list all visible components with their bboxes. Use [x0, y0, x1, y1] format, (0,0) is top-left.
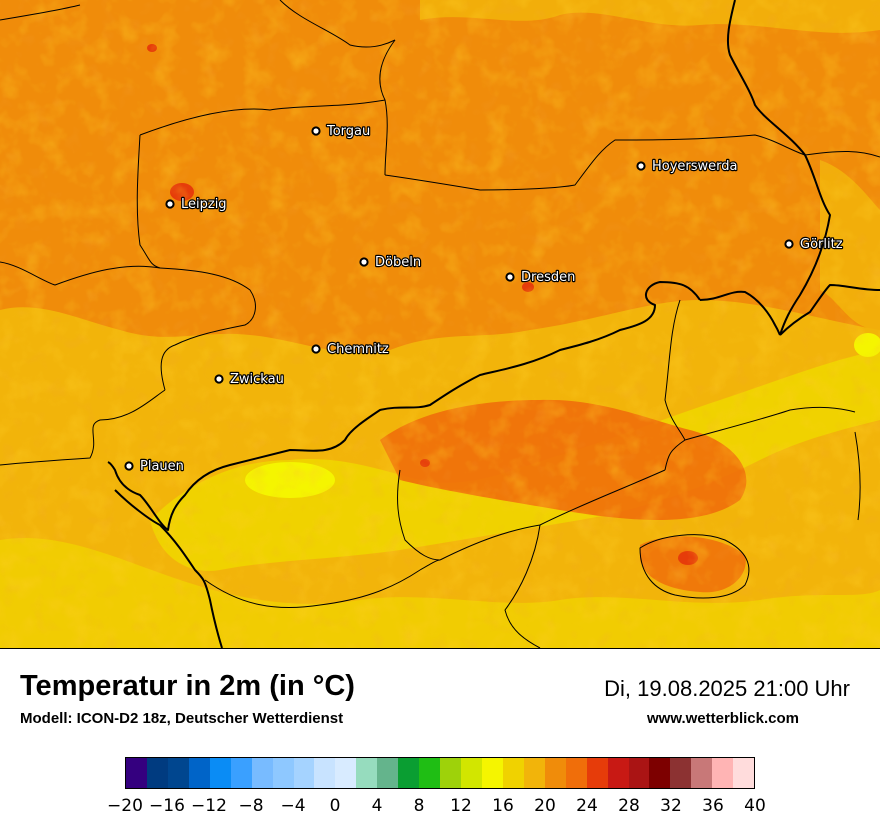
colorbar-segment — [293, 758, 315, 788]
forecast-datetime: Di, 19.08.2025 21:00 Uhr — [604, 676, 850, 701]
colorbar-tick-label: 0 — [329, 796, 341, 816]
colorbar-tick-label: 24 — [576, 796, 598, 816]
colorbar-tick-label: −16 — [149, 796, 185, 816]
colorbar-tick-label: 8 — [413, 796, 425, 816]
colorbar-segment — [649, 758, 671, 788]
colorbar-segment — [272, 758, 294, 788]
temperature-colorbar — [125, 757, 755, 789]
district-borders — [0, 0, 880, 648]
city-markers: Torgau Leipzig Hoyerswerda Döbeln Dresde… — [124, 123, 844, 475]
country-border — [107, 0, 880, 648]
colorbar-segment — [188, 758, 210, 788]
colorbar-tick-label: 28 — [618, 796, 640, 816]
colorbar-segment — [691, 758, 713, 788]
colorbar-tick-label: 32 — [660, 796, 682, 816]
city-label-doebeln: Döbeln — [375, 255, 421, 270]
city-hoyerswerda[interactable]: Hoyerswerda — [636, 158, 739, 175]
city-chemnitz[interactable]: Chemnitz — [311, 341, 390, 358]
colorbar-segment — [733, 758, 755, 788]
city-label-goerlitz: Görlitz — [800, 237, 843, 252]
colorbar-tick-label: 12 — [450, 796, 472, 816]
colorbar-tick-label: 20 — [534, 796, 556, 816]
colorbar-tick-label: 16 — [492, 796, 514, 816]
city-dresden[interactable]: Dresden — [505, 269, 577, 286]
colorbar-segment — [670, 758, 692, 788]
colorbar-segment — [230, 758, 252, 788]
colorbar-segment — [398, 758, 420, 788]
city-label-zwickau: Zwickau — [230, 372, 284, 387]
colorbar-segment — [167, 758, 189, 788]
city-label-torgau: Torgau — [326, 124, 370, 139]
city-label-plauen: Plauen — [140, 459, 184, 474]
colorbar-segment — [356, 758, 378, 788]
city-leipzig[interactable]: Leipzig — [165, 196, 228, 213]
colorbar-segment — [586, 758, 608, 788]
colorbar-tick-label: −20 — [107, 796, 143, 816]
colorbar-segment — [146, 758, 168, 788]
colorbar-tick-label: −4 — [280, 796, 306, 816]
colorbar-tick-label: −8 — [238, 796, 264, 816]
colorbar-segment — [565, 758, 587, 788]
colorbar-segment — [607, 758, 629, 788]
colorbar-ticks: −20 −16 −12 −8 −4 0 4 8 12 16 20 24 28 32 36 40 — [0, 796, 880, 816]
city-goerlitz[interactable]: Görlitz — [784, 236, 844, 253]
colorbar-segment — [126, 758, 147, 788]
colorbar-segment — [419, 758, 441, 788]
temperature-map[interactable]: Torgau Leipzig Hoyerswerda Döbeln Dresde… — [0, 0, 880, 649]
colorbar-tick-label: −12 — [191, 796, 227, 816]
colorbar-segment — [440, 758, 461, 788]
colorbar-tick-label: 4 — [371, 796, 383, 816]
colorbar-tick-label: 40 — [744, 796, 766, 816]
colorbar-segment — [377, 758, 399, 788]
city-doebeln[interactable]: Döbeln — [359, 254, 422, 271]
colorbar-segment — [314, 758, 336, 788]
colorbar-segment — [712, 758, 734, 788]
colorbar-segment — [544, 758, 566, 788]
colorbar-segment — [502, 758, 524, 788]
colorbar-segment — [209, 758, 231, 788]
city-plauen[interactable]: Plauen — [124, 458, 185, 475]
city-label-leipzig: Leipzig — [181, 197, 227, 212]
city-torgau[interactable]: Torgau — [311, 123, 371, 140]
colorbar-tick-label: 36 — [702, 796, 724, 816]
map-title: Temperatur in 2m (in °C) — [20, 670, 355, 702]
colorbar-segment — [335, 758, 357, 788]
city-label-chemnitz: Chemnitz — [327, 342, 389, 357]
colorbar-segment — [628, 758, 650, 788]
colorbar-segment — [523, 758, 545, 788]
colorbar-segment — [461, 758, 482, 788]
colorbar-segment — [481, 758, 503, 788]
city-label-dresden: Dresden — [521, 270, 575, 285]
colorbar-segment — [251, 758, 273, 788]
website-link[interactable]: www.wetterblick.com — [647, 710, 799, 727]
map-canvas: Torgau Leipzig Hoyerswerda Döbeln Dresde… — [0, 0, 880, 648]
city-label-hoyerswerda: Hoyerswerda — [652, 159, 738, 174]
model-source: Modell: ICON-D2 18z, Deutscher Wetterdie… — [20, 710, 344, 727]
temperature-texture-dark — [0, 0, 880, 648]
city-zwickau[interactable]: Zwickau — [214, 371, 285, 388]
